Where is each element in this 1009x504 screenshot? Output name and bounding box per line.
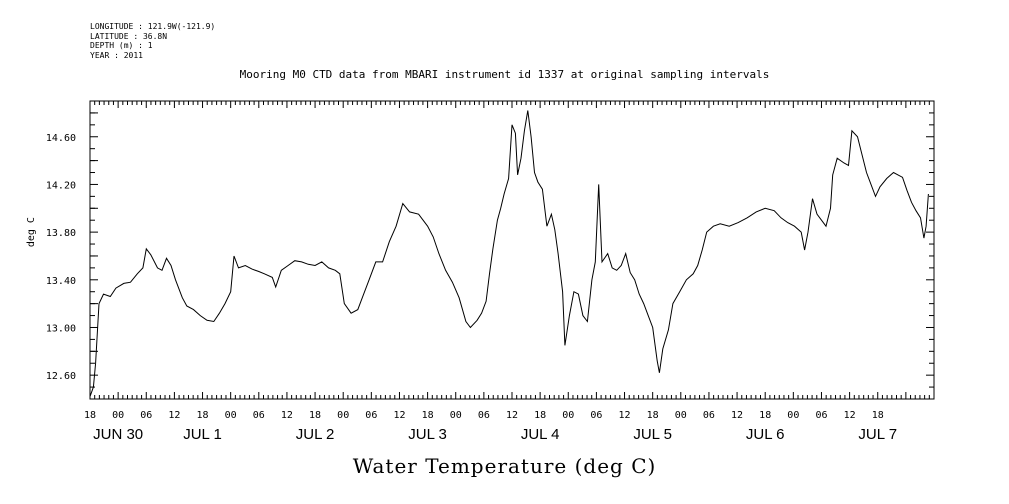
x-day-label: JUL 6 — [746, 426, 785, 443]
x-hour-label: 18 — [197, 410, 209, 421]
x-axis-label: Water Temperature (deg C) — [352, 454, 657, 478]
x-hour-label: 06 — [703, 410, 715, 421]
x-hour-label: 00 — [562, 410, 574, 421]
x-hour-label: 18 — [647, 410, 659, 421]
x-hour-label: 12 — [506, 410, 518, 421]
plot-frame — [89, 100, 935, 400]
x-hour-label: 00 — [450, 410, 462, 421]
x-hour-label: 06 — [253, 410, 265, 421]
y-tick-label: 13.40 — [46, 276, 76, 287]
x-hour-label: 00 — [787, 410, 799, 421]
x-hour-label: 12 — [619, 410, 631, 421]
x-hour-label: 00 — [675, 410, 687, 421]
x-hour-label: 00 — [112, 410, 124, 421]
y-tick-label: 14.20 — [46, 180, 76, 191]
x-hour-label: 18 — [422, 410, 434, 421]
y-tick-labels: 12.60 13.00 13.40 13.80 14.20 14.60 — [46, 133, 76, 382]
x-hour-label: 18 — [534, 410, 546, 421]
x-day-label: JUL 2 — [296, 426, 335, 443]
tick-marks — [89, 100, 935, 400]
x-hour-label: 12 — [731, 410, 743, 421]
x-hour-label: 06 — [815, 410, 827, 421]
x-day-label: JUN 30 — [93, 426, 143, 443]
latitude-text: LATITUDE : 36.8N — [90, 31, 168, 41]
x-hour-label: 12 — [168, 410, 180, 421]
x-hour-label: 12 — [281, 410, 293, 421]
x-hour-label: 18 — [759, 410, 771, 421]
x-hour-label: 18 — [309, 410, 321, 421]
depth-text: DEPTH (m) : 1 — [90, 41, 153, 50]
x-hour-label: 06 — [590, 410, 602, 421]
series-line-water-temperature — [89, 110, 929, 397]
x-hour-label: 06 — [140, 410, 152, 421]
metadata-block: LONGITUDE : 121.9W(-121.9) LATITUDE : 36… — [90, 22, 215, 60]
x-day-label: JUL 4 — [521, 426, 560, 443]
x-day-label: JUL 7 — [858, 426, 897, 443]
x-hour-label: 06 — [478, 410, 490, 421]
x-tick-labels: 18 00 06 12 18 00 06 12 18 00 06 12 18 00 06 12 18 00 06 12… — [84, 410, 897, 443]
x-hour-label: 00 — [225, 410, 237, 421]
x-hour-label: 12 — [844, 410, 856, 421]
y-tick-label: 13.00 — [46, 323, 76, 334]
x-hour-label: 06 — [365, 410, 377, 421]
longitude-text: LONGITUDE : 121.9W(-121.9) — [90, 22, 216, 31]
x-day-label: JUL 3 — [408, 426, 447, 443]
y-tick-label: 12.60 — [46, 371, 76, 382]
y-tick-label: 14.60 — [46, 133, 76, 144]
x-hour-label: 12 — [393, 410, 405, 421]
x-hour-label: 18 — [84, 410, 96, 421]
x-hour-label: 00 — [337, 410, 349, 421]
y-axis-label: deg C — [26, 217, 37, 247]
x-day-label: JUL 1 — [183, 426, 222, 443]
year-text: YEAR : 2011 — [90, 50, 143, 60]
y-tick-label: 13.80 — [46, 228, 76, 239]
chart-title: Mooring M0 CTD data from MBARI instrumen… — [239, 68, 770, 81]
x-hour-label: 18 — [872, 410, 884, 421]
x-day-label: JUL 5 — [633, 426, 672, 443]
